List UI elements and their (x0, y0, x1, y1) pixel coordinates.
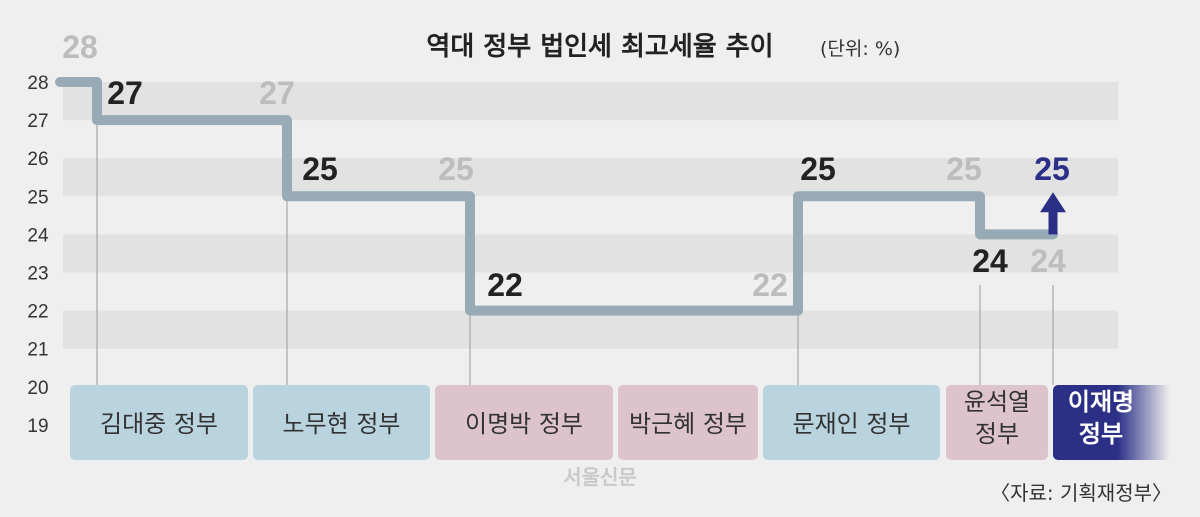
y-tick-label: 26 (27, 149, 48, 170)
government-label: 윤석열 (964, 388, 1030, 416)
value-label: 25 (946, 151, 982, 187)
y-tick-label: 23 (27, 264, 48, 285)
government-box (946, 385, 1048, 460)
government-label: 노무현 정부 (282, 410, 400, 438)
y-tick-label: 27 (27, 111, 48, 132)
government-label: 정부 (975, 420, 1019, 448)
value-label: 25 (1034, 151, 1070, 187)
value-label: 25 (438, 151, 474, 187)
y-tick-label: 20 (27, 378, 48, 399)
y-tick-label: 21 (27, 340, 48, 361)
government-box (435, 385, 613, 460)
government-box (763, 385, 940, 460)
value-label: 28 (62, 29, 98, 65)
grid-band (63, 158, 1118, 197)
value-label: 25 (800, 151, 836, 187)
grid-band (63, 82, 1118, 121)
government-box (618, 385, 758, 460)
government-box (253, 385, 430, 460)
watermark: 서울신문 (563, 465, 637, 489)
chart-unit: (단위: %) (820, 38, 900, 60)
y-tick-label: 22 (27, 302, 48, 323)
government-box (1053, 385, 1170, 460)
rate-step-line (55, 77, 1058, 316)
value-label: 24 (1030, 243, 1066, 279)
value-label: 22 (487, 267, 523, 303)
chart-title: 역대 정부 법인세 최고세율 추이 (426, 32, 773, 62)
value-label: 27 (107, 75, 143, 111)
government-label: 정부 (1079, 420, 1123, 448)
source-note: 〈자료: 기획재정부〉 (990, 481, 1172, 505)
value-label: 25 (302, 151, 338, 187)
value-label: 24 (972, 243, 1008, 279)
government-label: 이명박 정부 (465, 410, 583, 438)
arrow-up-icon (1040, 192, 1066, 213)
government-box (70, 385, 248, 460)
grid-band (63, 310, 1118, 349)
government-label: 이재명 (1068, 388, 1134, 416)
y-tick-label: 28 (27, 73, 48, 94)
value-label: 27 (259, 75, 295, 111)
y-tick-label: 25 (27, 187, 48, 208)
y-tick-label: 19 (27, 416, 48, 437)
government-label: 김대중 정부 (100, 410, 218, 438)
grid-band (63, 234, 1118, 273)
government-label: 박근혜 정부 (629, 410, 747, 438)
value-label: 22 (752, 267, 788, 303)
government-label: 문재인 정부 (792, 410, 910, 438)
y-tick-label: 24 (27, 225, 49, 246)
